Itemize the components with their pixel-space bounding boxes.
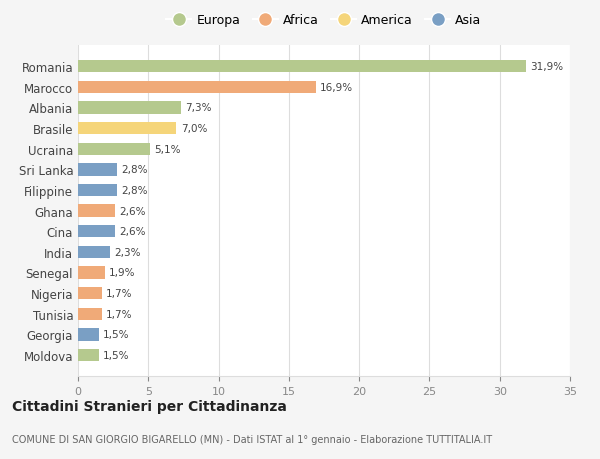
Text: Cittadini Stranieri per Cittadinanza: Cittadini Stranieri per Cittadinanza [12, 399, 287, 413]
Bar [78, 82, 316, 94]
Bar [78, 246, 110, 258]
Text: 2,8%: 2,8% [122, 185, 148, 196]
Bar [78, 164, 118, 176]
Bar [78, 329, 99, 341]
Text: 2,6%: 2,6% [119, 206, 145, 216]
Text: 1,7%: 1,7% [106, 309, 133, 319]
Text: 1,5%: 1,5% [103, 350, 130, 360]
Bar [78, 287, 102, 300]
Bar [78, 225, 115, 238]
Text: 16,9%: 16,9% [320, 83, 353, 93]
Legend: Europa, Africa, America, Asia: Europa, Africa, America, Asia [161, 9, 487, 32]
Bar [78, 205, 115, 217]
Bar [78, 123, 176, 135]
Bar [78, 267, 105, 279]
Text: 1,7%: 1,7% [106, 288, 133, 298]
Text: 2,6%: 2,6% [119, 227, 145, 237]
Text: 31,9%: 31,9% [530, 62, 564, 72]
Bar [78, 349, 99, 361]
Text: 1,9%: 1,9% [109, 268, 136, 278]
Text: COMUNE DI SAN GIORGIO BIGARELLO (MN) - Dati ISTAT al 1° gennaio - Elaborazione T: COMUNE DI SAN GIORGIO BIGARELLO (MN) - D… [12, 434, 492, 444]
Text: 5,1%: 5,1% [154, 145, 181, 154]
Text: 2,8%: 2,8% [122, 165, 148, 175]
Bar [78, 61, 526, 73]
Bar [78, 102, 181, 114]
Bar [78, 308, 102, 320]
Bar [78, 185, 118, 197]
Text: 2,3%: 2,3% [115, 247, 141, 257]
Text: 1,5%: 1,5% [103, 330, 130, 340]
Text: 7,0%: 7,0% [181, 124, 207, 134]
Text: 7,3%: 7,3% [185, 103, 211, 113]
Bar [78, 143, 149, 156]
